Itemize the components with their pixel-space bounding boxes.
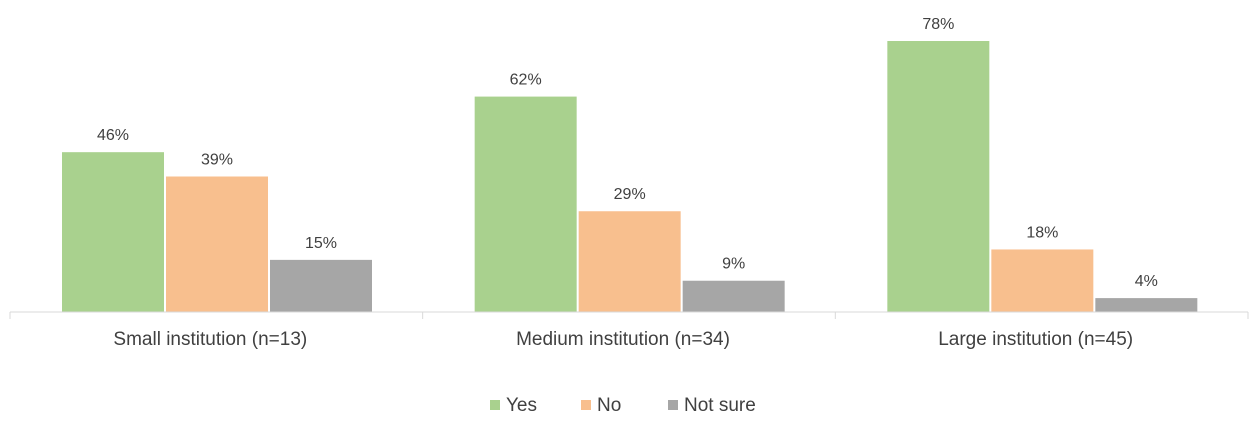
x-tick-label: Small institution (n=13) — [113, 329, 307, 350]
legend: Yes No Not sure — [490, 395, 756, 416]
data-label: 29% — [614, 186, 646, 203]
legend-swatch-not-sure — [668, 400, 678, 410]
legend-swatch-yes — [490, 400, 500, 410]
bar-not-sure-2 — [682, 280, 785, 312]
data-label: 9% — [722, 256, 745, 273]
data-label: 15% — [305, 235, 337, 252]
data-label: 4% — [1135, 273, 1158, 290]
x-tick-label: Large institution (n=45) — [938, 329, 1133, 350]
bar-no-3 — [991, 249, 1094, 312]
x-axis: Small institution (n=13) Medium instituti… — [9, 311, 1249, 350]
bar-no-1 — [166, 176, 268, 312]
legend-swatch-no — [581, 400, 591, 410]
legend-label-not-sure: Not sure — [684, 395, 756, 416]
bars-layer — [62, 41, 1198, 312]
data-label: 39% — [201, 152, 233, 169]
data-label: 62% — [510, 72, 542, 89]
x-tick-label: Medium institution (n=34) — [516, 329, 730, 350]
bar-yes-2 — [474, 96, 577, 312]
bar-not-sure-1 — [270, 259, 372, 312]
data-label: 78% — [922, 16, 954, 33]
bar-yes-3 — [887, 41, 990, 312]
bar-yes-1 — [62, 152, 164, 312]
legend-label-no: No — [597, 395, 621, 416]
data-label: 46% — [97, 127, 129, 144]
data-labels-layer: 46% 39% 15% 62% 29% 9% 78% 18% 4% — [97, 16, 1158, 290]
data-label: 18% — [1026, 224, 1058, 241]
bar-no-2 — [578, 211, 681, 312]
bar-not-sure-3 — [1095, 298, 1198, 312]
legend-label-yes: Yes — [506, 395, 537, 416]
